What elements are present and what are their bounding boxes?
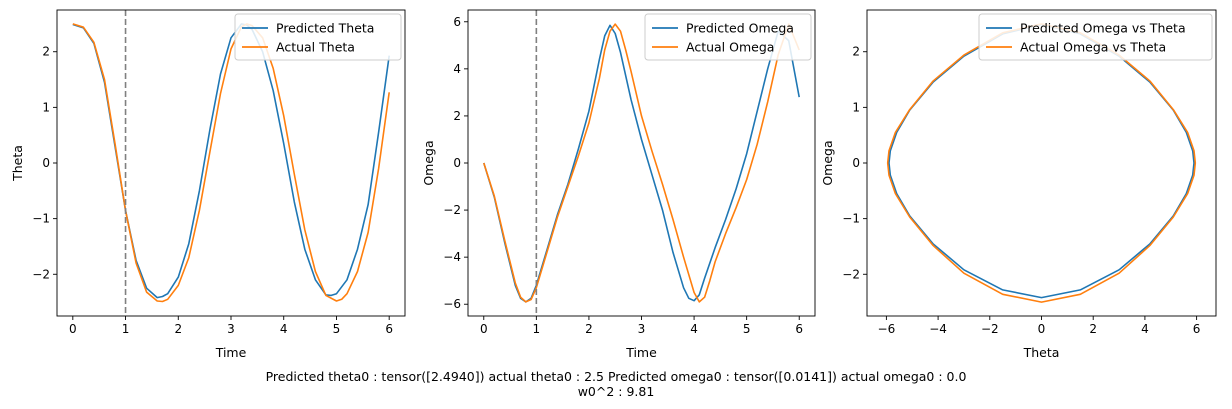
x-tick-label: 3 [638, 322, 646, 336]
x-tick-label: 5 [743, 322, 751, 336]
x-tick-label: 2 [174, 322, 182, 336]
plot-2: 0 1 2 3 4 5 6 −6 −4 −2 0 2 4 6 Time Omega Predicted Omeg… [421, 9, 816, 360]
x-tick-label: 6 [1193, 322, 1201, 336]
x-tick-label: 5 [333, 322, 341, 336]
y-tick-label: 2 [852, 45, 860, 59]
y-tick-label: −6 [443, 297, 461, 311]
series-line-2 [72, 23, 390, 303]
y-tick-label: −2 [842, 267, 860, 281]
y-tick-label: −1 [842, 212, 860, 226]
legend-label-2: Actual Theta [276, 40, 355, 55]
y-tick-label: 1 [42, 100, 50, 114]
x-tick-label: 6 [795, 322, 803, 336]
x-tick-label: 2 [585, 322, 593, 336]
x-tick-label: −4 [929, 322, 947, 336]
y-tick-label: 0 [852, 156, 860, 170]
series-line-2 [886, 23, 1197, 303]
x-tick-label: −6 [878, 322, 896, 336]
y-tick-label: −1 [32, 212, 50, 226]
legend-label-1: Predicted Omega vs Theta [1020, 21, 1186, 36]
plot-3: −6 −4 −2 0 2 4 6 −2 −1 0 1 2 Theta Omega Predicted Ome… [820, 9, 1217, 360]
x-tick-label: 3 [227, 322, 235, 336]
legend: Predicted Theta Actual Theta [234, 13, 402, 61]
caption-line-2: w0^2 : 9.81 [577, 384, 655, 399]
y-tick-label: 4 [453, 62, 461, 76]
series-line-2 [483, 23, 800, 303]
legend-label-2: Actual Omega vs Theta [1020, 40, 1166, 55]
x-tick-label: 4 [690, 322, 698, 336]
y-tick-label: −2 [32, 267, 50, 281]
y-tick-label: 2 [42, 45, 50, 59]
x-axis-label: Time [625, 345, 657, 360]
y-tick-label: −2 [443, 203, 461, 217]
y-tick-label: −4 [443, 250, 461, 264]
x-tick-label: 1 [122, 322, 130, 336]
legend: Predicted Omega vs Theta Actual Omega vs … [978, 13, 1213, 61]
x-axis-label: Time [215, 345, 247, 360]
x-tick-label: 1 [533, 322, 541, 336]
caption-line-1: Predicted theta0 : tensor([2.4940]) actu… [265, 369, 967, 384]
legend-box [644, 13, 812, 61]
x-axis-label: Theta [1023, 345, 1060, 360]
y-axis-label: Omega [421, 140, 436, 185]
x-tick-label: −2 [981, 322, 999, 336]
plot-1: 0 1 2 3 4 5 6 −2 −1 0 1 2 Time Theta Predicted Theta Ac… [10, 9, 406, 360]
x-tick-label: 0 [1038, 322, 1046, 336]
legend: Predicted Omega Actual Omega [644, 13, 812, 61]
y-tick-label: 2 [453, 109, 461, 123]
y-tick-label: 6 [453, 15, 461, 29]
y-tick-label: 0 [42, 156, 50, 170]
x-tick-label: 6 [385, 322, 393, 336]
legend-box [234, 13, 402, 61]
y-tick-label: 0 [453, 156, 461, 170]
x-tick-label: 2 [1089, 322, 1097, 336]
series-line-1 [888, 23, 1195, 299]
y-axis-label: Theta [10, 145, 25, 182]
x-tick-label: 4 [1141, 322, 1149, 336]
legend-label-1: Predicted Omega [686, 21, 794, 36]
legend-label-1: Predicted Theta [276, 21, 374, 36]
legend-label-2: Actual Omega [686, 40, 774, 55]
x-tick-label: 0 [69, 322, 77, 336]
y-axis-label: Omega [820, 140, 835, 185]
series-line-1 [72, 23, 390, 299]
y-tick-label: 1 [852, 100, 860, 114]
legend-box [978, 13, 1213, 61]
x-tick-label: 4 [280, 322, 288, 336]
x-tick-label: 0 [480, 322, 488, 336]
